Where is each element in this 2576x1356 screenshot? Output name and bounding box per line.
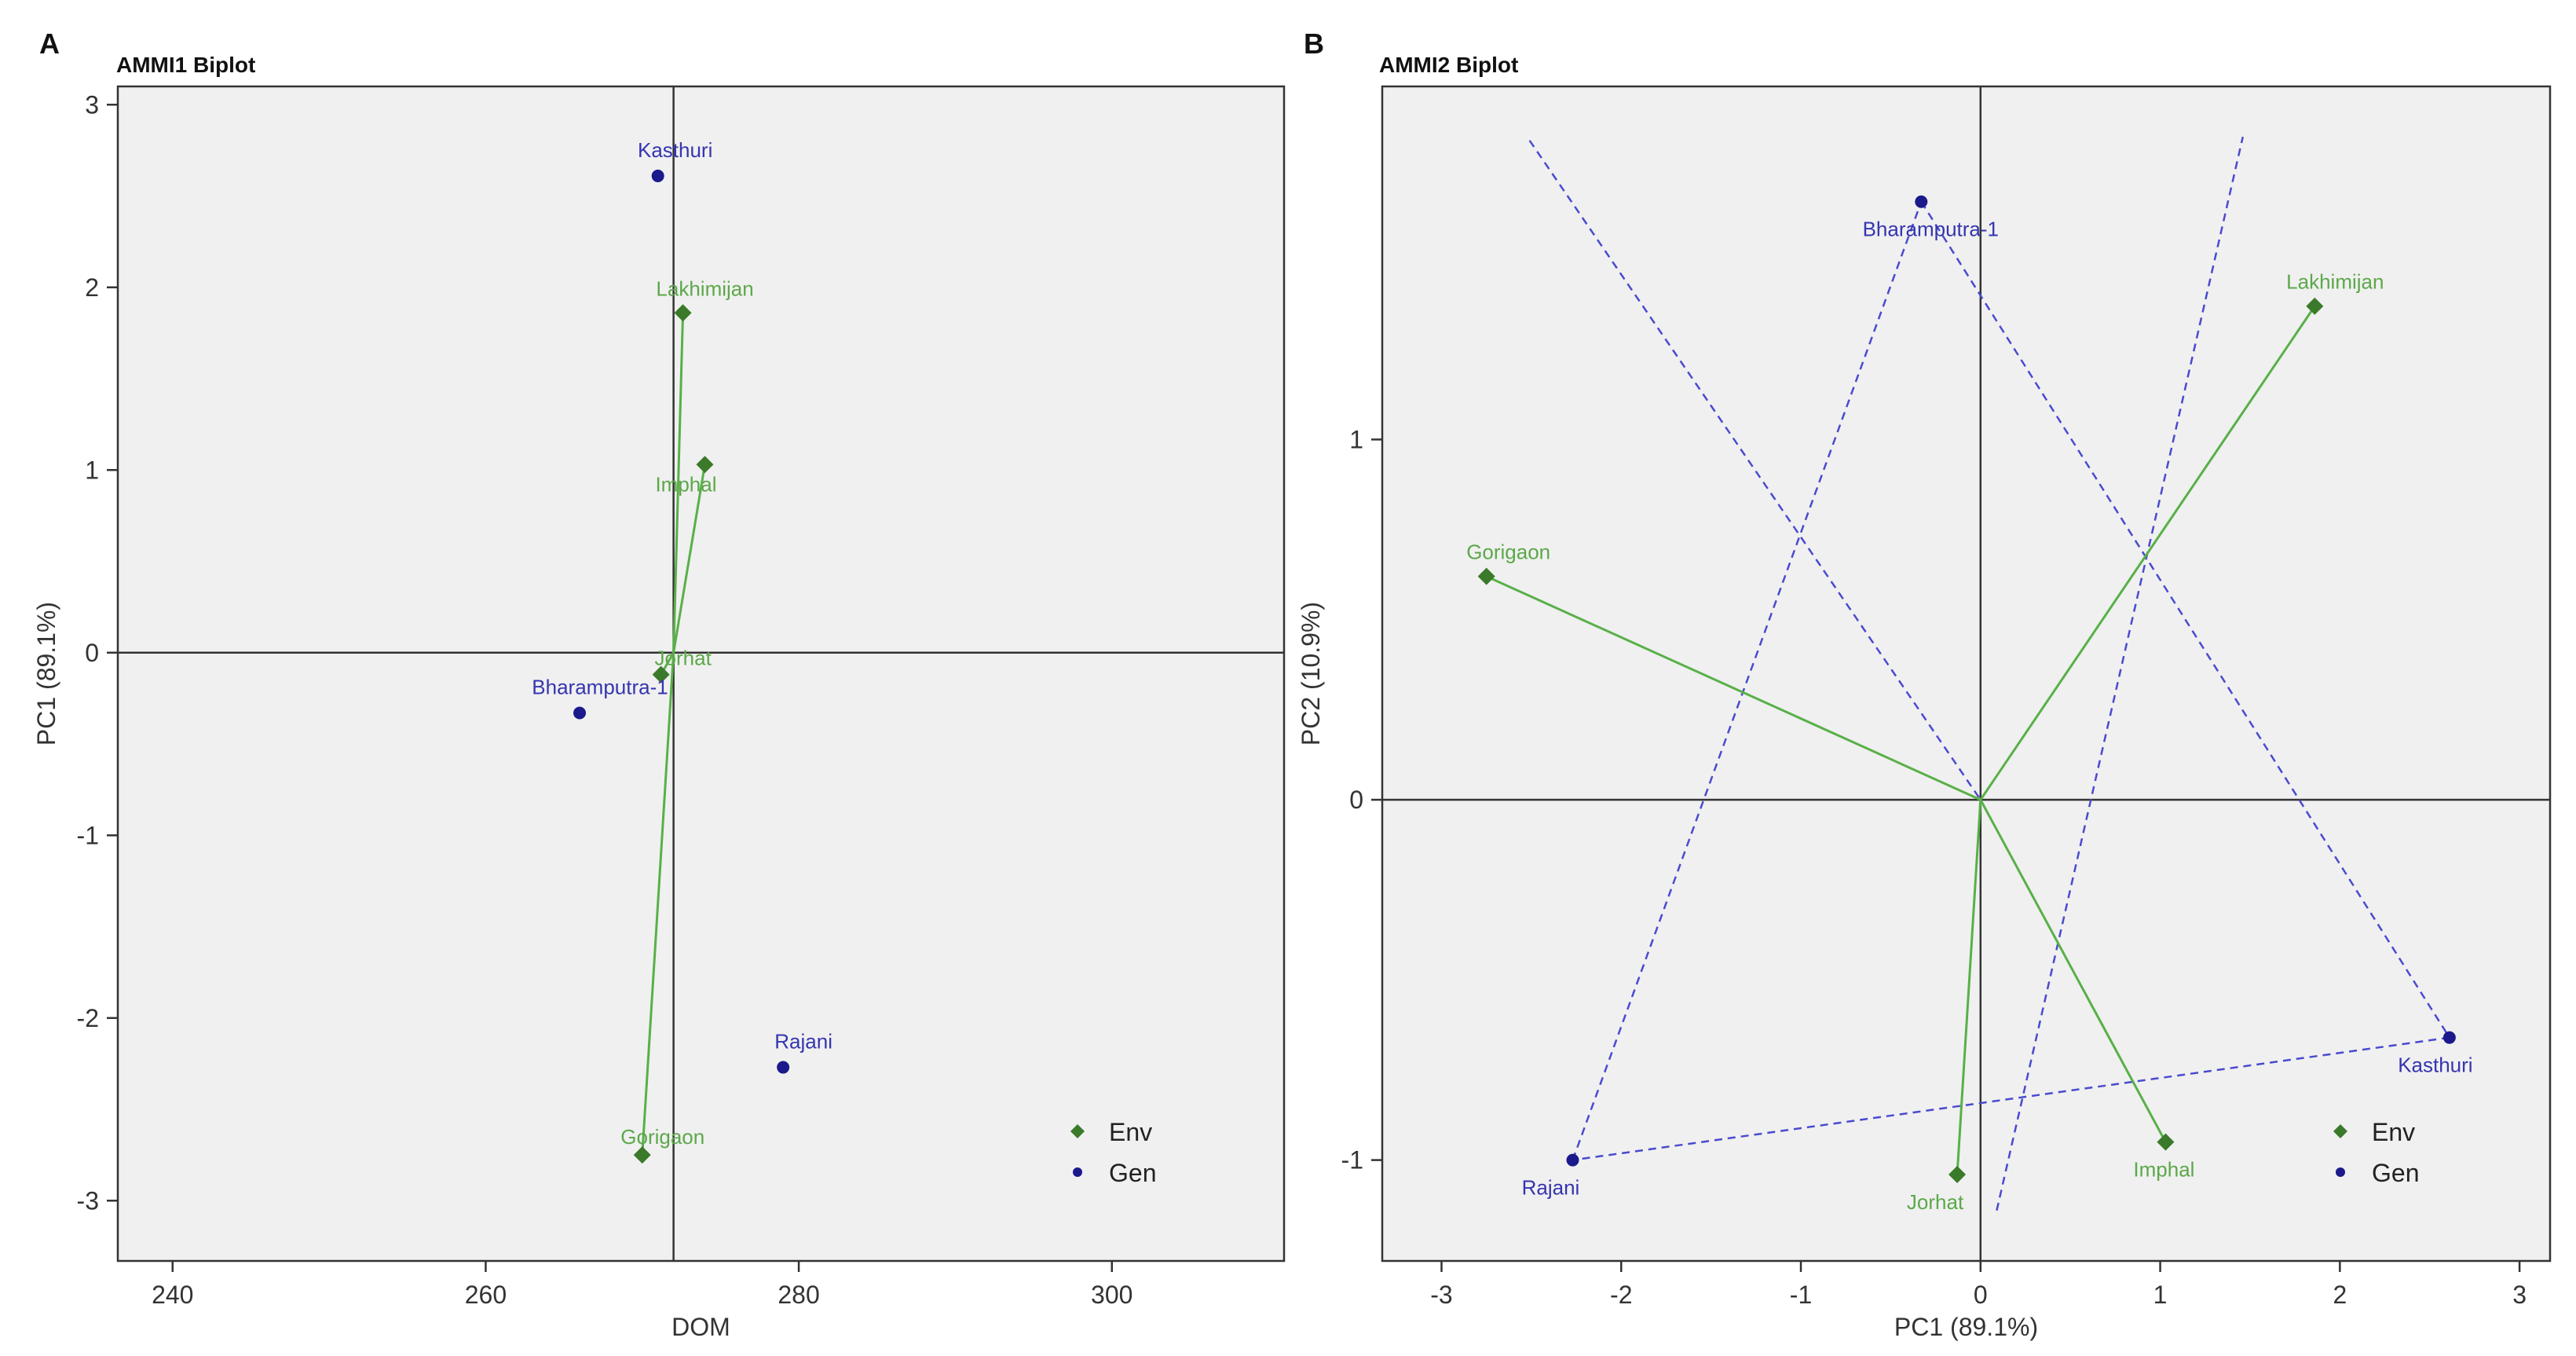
polygon-edge	[1920, 201, 2450, 1039]
x-tick-label: 2	[2333, 1281, 2347, 1309]
x-tick-label: -2	[1610, 1281, 1632, 1309]
legend-env-marker	[2333, 1124, 2347, 1138]
y-tick-label: 2	[85, 273, 99, 302]
env-point-imphal	[2157, 1133, 2175, 1151]
legend-env-label: Env	[1109, 1118, 1152, 1146]
gen-label: Rajani	[1522, 1176, 1580, 1200]
env-vector	[672, 464, 706, 654]
env-label: Gorigaon	[1466, 541, 1550, 564]
x-tick-label: 0	[1974, 1281, 1988, 1309]
x-axis-label: DOM	[671, 1313, 730, 1341]
env-label: Gorigaon	[620, 1125, 704, 1149]
legend: Env Gen	[2333, 1118, 2419, 1187]
gen-label: Bharamputra-1	[1863, 218, 1999, 241]
panel-letter: A	[39, 27, 60, 60]
y-tick-label: -2	[77, 1004, 99, 1032]
env-vector	[1956, 799, 1982, 1175]
env-label: Jorhat	[655, 647, 712, 670]
gen-point-rajani	[1566, 1153, 1579, 1167]
env-vector	[1979, 799, 2167, 1143]
gen-point-kasthuri	[2442, 1031, 2456, 1044]
x-tick-label: 300	[1091, 1281, 1132, 1309]
sector-line	[1996, 136, 2245, 1211]
legend-gen-marker	[1073, 1167, 1082, 1177]
gen-label: Kasthuri	[638, 138, 712, 162]
plot-content	[1486, 136, 2450, 1211]
panel-letter: B	[1304, 27, 1324, 60]
x-tick-label: -1	[1790, 1281, 1812, 1309]
x-tick-label: 1	[2153, 1281, 2168, 1309]
env-point-lakhimijan	[674, 304, 692, 322]
legend-gen-label: Gen	[1109, 1159, 1156, 1187]
gen-point-rajani	[777, 1061, 790, 1074]
panel-a: A AMMI1 Biplot 240 260 280 300 -3 -2 -1 0 1 2 3 DOM PC…	[32, 27, 1286, 1341]
gen-point-bharamputra-1	[573, 706, 587, 720]
chart-title: AMMI1 Biplot	[116, 53, 255, 77]
env-vector	[1486, 575, 1981, 801]
plot-area	[116, 85, 1286, 1263]
legend-env-label: Env	[2372, 1118, 2415, 1146]
x-axis-label: PC1 (89.1%)	[1894, 1313, 2038, 1341]
x-tick-label: 280	[778, 1281, 819, 1309]
legend-env-marker	[1070, 1124, 1085, 1138]
chart-title: AMMI2 Biplot	[1379, 53, 1518, 77]
polygon-edge	[1572, 1036, 2450, 1161]
y-tick-label: 1	[85, 456, 99, 484]
legend-gen-label: Gen	[2372, 1159, 2419, 1187]
env-point-jorhat	[652, 665, 670, 683]
x-tick-label: -3	[1430, 1281, 1452, 1309]
y-tick-label: 1	[1349, 425, 1363, 453]
env-point-gorigaon	[1477, 567, 1495, 585]
plot-area	[1381, 85, 2552, 1263]
legend: Env Gen	[1070, 1118, 1156, 1187]
env-point-gorigaon	[633, 1146, 651, 1164]
env-vector	[672, 313, 685, 653]
env-label: Jorhat	[1907, 1190, 1964, 1214]
y-axis-label: PC2 (10.9%)	[1297, 602, 1325, 746]
gen-point-kasthuri	[651, 169, 664, 182]
env-point-lakhimijan	[2306, 297, 2324, 315]
x-tick-label: 260	[465, 1281, 507, 1309]
gen-label: Rajani	[774, 1030, 832, 1054]
polygon-edge	[1572, 201, 1923, 1161]
gen-label: Bharamputra-1	[532, 675, 668, 698]
env-point-imphal	[696, 456, 714, 474]
y-axis-label: PC1 (89.1%)	[32, 602, 60, 746]
env-vector	[641, 652, 675, 1156]
env-label: Imphal	[2133, 1158, 2194, 1182]
env-point-jorhat	[1948, 1165, 1967, 1183]
plot-content	[641, 313, 706, 1156]
gen-label: Kasthuri	[2398, 1054, 2472, 1077]
gen-point-bharamputra-1	[1915, 195, 1928, 208]
panel-b: B AMMI2 Biplot -3 -2 -1 0 1 2 3 -1 0 1 PC1 (89.1%) PC…	[1297, 27, 2552, 1341]
y-tick-label: -1	[1341, 1146, 1363, 1175]
env-label: Imphal	[655, 472, 716, 496]
legend-gen-marker	[2336, 1167, 2345, 1177]
env-label: Lakhimijan	[2286, 270, 2384, 294]
y-tick-label: 0	[1349, 786, 1363, 814]
x-tick-label: 240	[152, 1281, 193, 1309]
y-tick-label: 0	[85, 639, 99, 667]
y-tick-label: 3	[85, 90, 99, 119]
x-tick-label: 3	[2512, 1281, 2527, 1309]
env-label: Lakhimijan	[656, 277, 753, 300]
y-tick-label: -1	[77, 821, 99, 849]
env-vector	[1979, 305, 2316, 801]
y-tick-label: -3	[77, 1186, 99, 1215]
